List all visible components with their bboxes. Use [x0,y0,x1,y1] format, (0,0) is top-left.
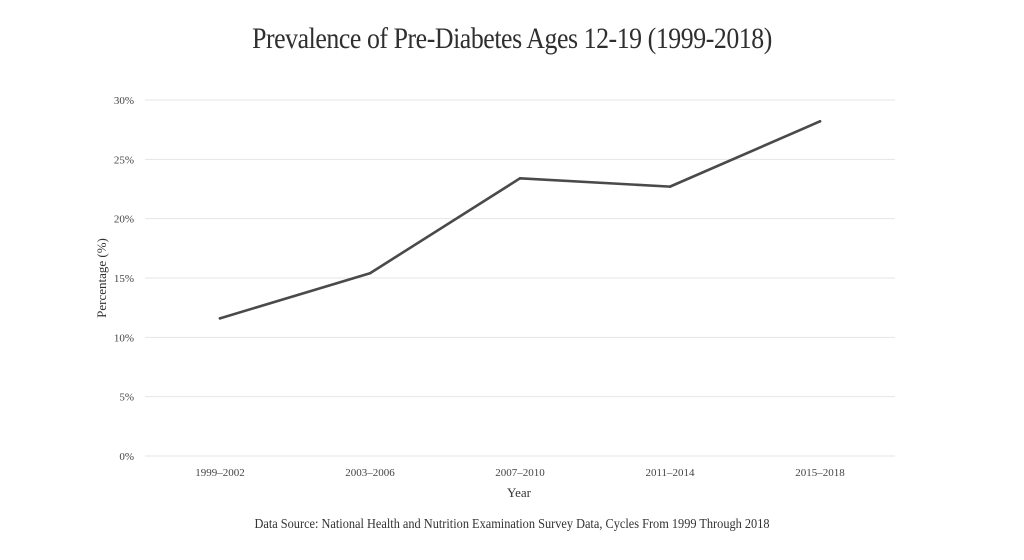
series-line [218,120,822,320]
y-axis-title: Percentage (%) [94,238,109,318]
x-tick-label: 2011–2014 [645,467,695,479]
y-tick-label: 0% [119,451,134,463]
y-tick-label: 25% [114,154,134,166]
x-tick-label: 2003–2006 [345,467,395,479]
source-note: Data Source: National Health and Nutriti… [254,517,770,532]
x-tick-label: 2015–2018 [795,467,845,479]
chart-title: Prevalence of Pre-Diabetes Ages 12-19 (1… [252,22,772,55]
series-layer [218,120,822,320]
data-point [668,185,672,188]
x-axis-ticks: 1999–2002 2003–2006 2007–2010 2011–2014 2015… [195,467,845,479]
x-tick-label: 2007–2010 [495,467,545,479]
y-tick-label: 5% [119,392,134,404]
y-tick-label: 10% [114,332,134,344]
y-tick-label: 20% [114,214,134,226]
gridlines [145,99,895,457]
x-axis-title: Year [507,485,532,500]
y-tick-label: 15% [114,273,134,285]
data-point [368,271,372,275]
data-point [818,120,822,123]
data-point [518,177,522,180]
y-tick-label: 30% [114,95,134,107]
y-axis-ticks: 0% 5% 10% 15% 20% 25% 30% [114,95,134,463]
data-point [218,317,222,320]
x-tick-label: 1999–2002 [195,467,245,479]
